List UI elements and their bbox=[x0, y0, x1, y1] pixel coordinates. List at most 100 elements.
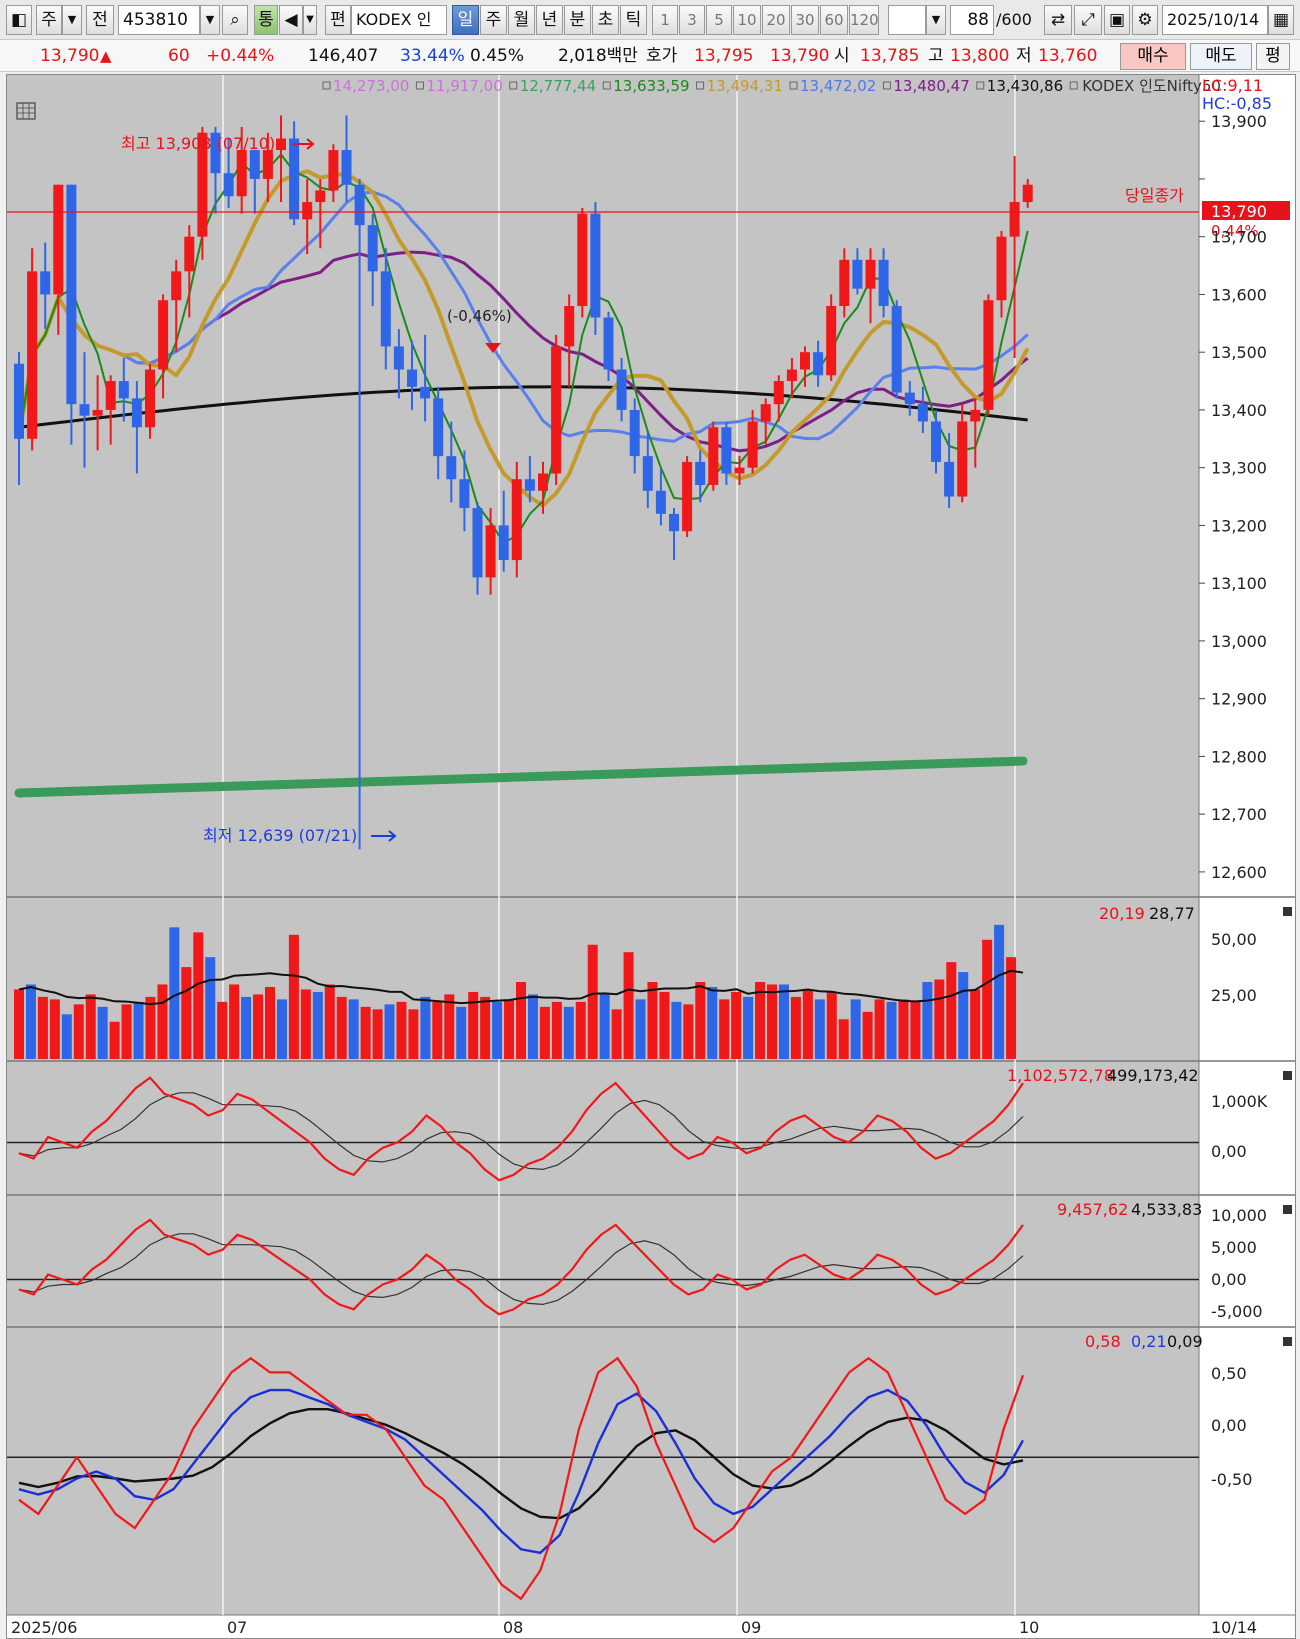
interval-button-5[interactable]: 5 bbox=[706, 5, 732, 35]
candle-body bbox=[551, 346, 562, 474]
count-input[interactable]: 88 bbox=[950, 5, 994, 35]
legend-value: 11,917,00 bbox=[426, 77, 502, 95]
legend-marker bbox=[789, 81, 798, 90]
candle-body bbox=[197, 132, 208, 237]
eval-button[interactable]: 평 bbox=[1256, 43, 1290, 70]
today-close-label: 당일종가 bbox=[1125, 186, 1184, 205]
sound-dropdown-icon[interactable]: ▼ bbox=[303, 5, 317, 35]
volume-bar bbox=[731, 991, 742, 1059]
oscillator-lines: 10,000 5,000 0,00 -5,000 bbox=[7, 1206, 1267, 1321]
obv-legend-a: 1,102,572,78 bbox=[1007, 1066, 1114, 1085]
volume-bar bbox=[14, 989, 24, 1059]
volume-bar bbox=[814, 999, 825, 1059]
candle-body bbox=[904, 392, 915, 405]
current-price-tag bbox=[1202, 201, 1290, 220]
macd-lines: 0,50 0,00 -0,50 bbox=[7, 1356, 1252, 1601]
interval-button-20[interactable]: 20 bbox=[762, 5, 790, 35]
tab-day[interactable]: 일 bbox=[452, 5, 479, 35]
buy-button[interactable]: 매수 bbox=[1120, 43, 1186, 70]
price-legend: 14,273,00 11,917,00 12,777,44 13,633,59 13,4… bbox=[322, 77, 1221, 95]
legend-marker bbox=[602, 81, 611, 90]
volume-bar bbox=[719, 999, 730, 1059]
volume-value: 146,407 bbox=[308, 46, 379, 66]
custom-interval-input[interactable] bbox=[888, 5, 926, 35]
tab-tick[interactable]: 틱 bbox=[620, 5, 647, 35]
legend-marker bbox=[1069, 81, 1078, 90]
volume-bar bbox=[300, 989, 311, 1059]
obv-tick-label: 0,00 bbox=[1211, 1142, 1247, 1161]
tab-minute[interactable]: 분 bbox=[564, 5, 591, 35]
volume-bar bbox=[97, 1006, 108, 1059]
edit-button[interactable]: 편 bbox=[325, 5, 351, 35]
candle-body bbox=[328, 150, 339, 191]
table-icon[interactable] bbox=[16, 102, 36, 120]
volume-bar bbox=[874, 999, 885, 1059]
draw-tool-icon[interactable]: ⤢ bbox=[1074, 5, 1102, 35]
interval-button-10[interactable]: 10 bbox=[733, 5, 761, 35]
tong-button[interactable]: 통 bbox=[254, 5, 278, 35]
candle-body bbox=[184, 236, 195, 272]
close-icon[interactable] bbox=[1283, 1205, 1292, 1214]
volume-bar bbox=[635, 999, 646, 1059]
tab-second[interactable]: 초 bbox=[592, 5, 619, 35]
candle-body bbox=[577, 213, 588, 306]
obv-tick-label: 1,000K bbox=[1211, 1092, 1268, 1111]
volume-bar bbox=[49, 999, 60, 1059]
volume-bar bbox=[516, 982, 526, 1059]
candle-body bbox=[53, 184, 64, 295]
chart-area[interactable]: 13,790 0,44% 당일종가 최고 13,908 (07/10) 최저 1… bbox=[6, 74, 1296, 1639]
compare-icon[interactable]: ⇄ bbox=[1044, 5, 1072, 35]
candle-body bbox=[603, 317, 614, 370]
volume-bar bbox=[623, 952, 634, 1059]
tab-week[interactable]: 주 bbox=[480, 5, 507, 35]
code-input[interactable]: 453810 bbox=[118, 5, 200, 35]
volume-bar bbox=[587, 944, 598, 1059]
code-dropdown-icon[interactable]: ▼ bbox=[200, 5, 220, 35]
macd-legend-a: 0,58 bbox=[1085, 1332, 1121, 1351]
volume-bar bbox=[109, 1021, 120, 1059]
candle-body bbox=[1022, 184, 1033, 203]
volume-bar bbox=[611, 1009, 622, 1059]
osc-legend-b: 4,533,83 bbox=[1131, 1200, 1202, 1219]
interval-button-60[interactable]: 60 bbox=[820, 5, 848, 35]
calendar-icon[interactable]: ▦ bbox=[1268, 5, 1294, 35]
search-icon[interactable]: ⌕ bbox=[222, 5, 248, 35]
close-icon[interactable] bbox=[1283, 1071, 1292, 1080]
chart-svg[interactable]: 13,790 0,44% 당일종가 최고 13,908 (07/10) 최저 1… bbox=[7, 75, 1295, 1638]
sound-icon[interactable]: ◀ bbox=[279, 5, 303, 35]
tab-year[interactable]: 년 bbox=[536, 5, 563, 35]
interval-button-3[interactable]: 3 bbox=[679, 5, 705, 35]
volume-bar bbox=[336, 996, 347, 1059]
gear-icon[interactable]: ⚙ bbox=[1132, 5, 1158, 35]
chevron-down-icon[interactable]: ▼ bbox=[62, 5, 82, 35]
volume-bar bbox=[348, 999, 359, 1059]
stock-name-field[interactable]: KODEX 인도 bbox=[351, 5, 447, 57]
interval-button-1[interactable]: 1 bbox=[652, 5, 678, 35]
volume-bar bbox=[934, 979, 945, 1059]
sell-button[interactable]: 매도 bbox=[1190, 43, 1252, 70]
interval-button-120[interactable]: 120 bbox=[849, 5, 879, 35]
volume-bar bbox=[671, 1001, 682, 1059]
drop-marker-icon bbox=[485, 343, 501, 353]
candle-body bbox=[105, 381, 116, 410]
candle-body bbox=[760, 404, 771, 422]
prev-button[interactable]: 전 bbox=[86, 5, 114, 35]
market-type-button[interactable]: 주 bbox=[36, 5, 62, 35]
tab-month[interactable]: 월 bbox=[508, 5, 535, 35]
window-menu-icon[interactable]: ◧ bbox=[6, 5, 32, 35]
candle-body bbox=[223, 173, 234, 197]
interval-dropdown-icon[interactable]: ▼ bbox=[926, 5, 946, 35]
ma20-line bbox=[17, 169, 1030, 508]
close-icon[interactable] bbox=[1283, 907, 1292, 916]
volume-bar bbox=[575, 1001, 586, 1059]
candle-body bbox=[14, 363, 24, 439]
ask-label: 호가 bbox=[646, 46, 678, 66]
long-term-ma-line bbox=[14, 756, 1028, 798]
volume-ma-line bbox=[18, 969, 1024, 1006]
y-axis-labels: 13,900 13,700 13,600 13,500 13,400 13,300 13,2… bbox=[1199, 112, 1267, 882]
interval-button-30[interactable]: 30 bbox=[791, 5, 819, 35]
volume-bar bbox=[886, 1001, 897, 1059]
close-icon[interactable] bbox=[1283, 1337, 1292, 1346]
save-icon[interactable]: ▣ bbox=[1104, 5, 1130, 35]
date-input[interactable]: 2025/10/14 bbox=[1162, 5, 1268, 35]
